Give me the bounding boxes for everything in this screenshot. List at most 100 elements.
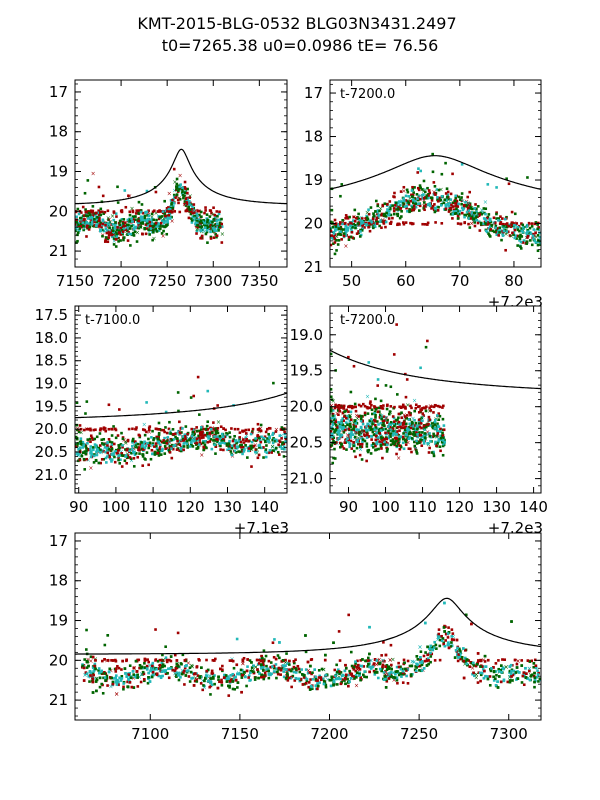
panel-1-point xyxy=(154,221,158,225)
panel-3-point xyxy=(219,436,223,439)
panel-1-point-x: × xyxy=(210,211,215,218)
panel-1-point xyxy=(96,218,99,221)
panel-3-point xyxy=(203,433,207,437)
panel-4-point xyxy=(330,406,332,410)
panel-4-xtick-label: 100 xyxy=(371,498,400,516)
panel-3-point-x: × xyxy=(167,439,172,446)
panel-2-ytick-label: 19 xyxy=(304,171,323,189)
panel-1-point xyxy=(196,224,199,227)
panel-2-point-x: × xyxy=(469,220,474,227)
panel-4-point xyxy=(381,456,384,460)
panel-4-point xyxy=(352,427,355,430)
panel-1-point xyxy=(176,198,180,202)
panel-2-point xyxy=(520,229,524,233)
panel-3-point xyxy=(76,453,80,457)
panel-1-point xyxy=(162,229,165,233)
panel-4-point xyxy=(375,420,379,423)
panel-2-point xyxy=(529,239,532,242)
panel-3-point xyxy=(241,445,245,449)
panel-2-point xyxy=(346,229,350,232)
panel-3-point xyxy=(208,440,212,443)
panel-3-point xyxy=(272,381,275,385)
panel-1-point xyxy=(91,214,95,217)
panel-2-point xyxy=(367,212,371,216)
panel-2-point xyxy=(339,233,343,237)
panel-4-point xyxy=(401,435,405,439)
panel-3-point xyxy=(185,442,189,445)
panel-1-point-x: × xyxy=(193,208,198,215)
panel-1-point xyxy=(190,218,194,222)
panel-5-point xyxy=(247,676,250,679)
panel-3-point xyxy=(281,441,285,444)
panel-5-point xyxy=(269,661,273,664)
panel-2-point-x: × xyxy=(406,198,411,205)
panel-3-point xyxy=(221,441,224,444)
panel-4-point xyxy=(391,434,395,437)
panel-4-point xyxy=(416,433,419,436)
panel-4-point xyxy=(439,449,442,453)
panel-1-point xyxy=(109,230,113,234)
panel-1-point xyxy=(212,236,216,239)
panel-2-point xyxy=(366,217,370,221)
panel-1-point-x: × xyxy=(135,229,140,236)
panel-2-point-x: × xyxy=(386,205,391,212)
panel-1-ytick-label: 19 xyxy=(49,163,68,181)
panel-1-point xyxy=(119,233,122,236)
panel-4-point xyxy=(382,404,385,407)
panel-1-point xyxy=(75,218,78,222)
panel-2-point xyxy=(330,228,332,231)
panel-2-point xyxy=(460,199,464,202)
panel-1-point xyxy=(211,220,214,224)
panel-5-point xyxy=(508,671,511,674)
panel-4-point xyxy=(368,419,372,422)
panel-4-point xyxy=(380,441,384,445)
panel-2-point xyxy=(394,201,398,205)
panel-5-point xyxy=(351,674,354,678)
panel-3-point xyxy=(186,446,189,449)
panel-4-point xyxy=(378,427,382,431)
panel-2-point xyxy=(352,222,355,226)
panel-4-point xyxy=(371,412,374,416)
panel-1-point xyxy=(82,218,86,222)
panel-1-point xyxy=(210,227,214,230)
panel-3-point-x: × xyxy=(77,427,82,434)
panel-4-point xyxy=(441,434,445,437)
panel-3-point xyxy=(189,396,193,399)
panel-1-point xyxy=(82,224,85,228)
panel-2-point xyxy=(460,163,464,166)
panel-2-point xyxy=(427,189,431,192)
panel-3-point xyxy=(189,437,192,440)
panel-5-point xyxy=(533,685,536,689)
panel-1-point xyxy=(75,220,78,224)
panel-2-point xyxy=(344,231,347,235)
panel-1-point xyxy=(199,229,202,232)
panel-5-point xyxy=(444,632,448,636)
panel-4-point xyxy=(337,421,340,424)
panel-1-point xyxy=(188,200,191,203)
panel-4-point xyxy=(345,439,349,443)
panel-2-point xyxy=(331,237,335,240)
panel-2-point xyxy=(527,221,531,225)
panel-3-point xyxy=(132,457,136,460)
panel-2-point xyxy=(525,242,529,245)
panel-4-point xyxy=(353,402,357,406)
panel-3-point xyxy=(89,445,93,448)
panel-1-point xyxy=(85,235,88,238)
panel-2-point xyxy=(371,217,375,221)
panel-5-point xyxy=(291,667,294,671)
panel-2-point xyxy=(539,241,541,245)
panel-4-point xyxy=(379,404,383,408)
panel-5-point xyxy=(418,661,422,664)
panel-4-point xyxy=(374,438,378,442)
panel-4-point xyxy=(413,440,416,444)
panel-2-point xyxy=(475,215,478,218)
panel-5-point-x: × xyxy=(418,644,423,651)
panel-2-point xyxy=(431,170,435,174)
panel-2-point xyxy=(333,241,337,244)
panel-4-point xyxy=(388,422,391,426)
panel-2-point xyxy=(384,220,388,224)
panel-1-point xyxy=(90,220,94,224)
panel-2-point xyxy=(430,207,433,210)
panel-4-point xyxy=(438,414,442,418)
panel-2-point xyxy=(425,194,428,197)
